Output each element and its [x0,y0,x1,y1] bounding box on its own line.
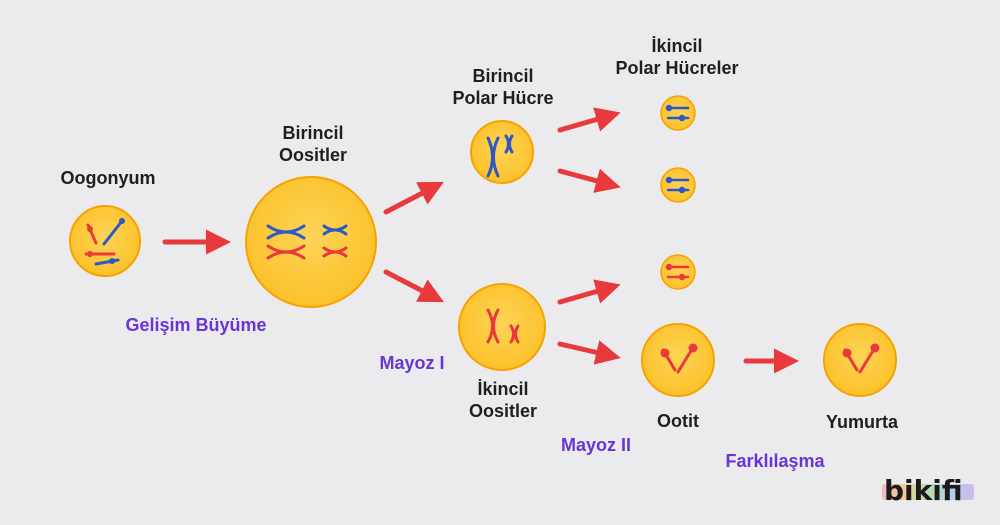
label-ikincil-oositler: İkincil Oositler [469,378,537,422]
label-line: İkincil [477,379,529,399]
brand-logo: bikifi [882,474,982,508]
label-line: Birincil [282,123,344,143]
label-yumurta: Yumurta [825,412,899,432]
label-birincil-oositler: Birincil Oositler [279,122,347,166]
cell-birincil-oositler [245,176,377,308]
stage-gelisim: Gelişim Büyüme [125,315,267,335]
stage-mayoz2: Mayoz II [560,435,632,455]
cell-ikincil-polar-2 [660,167,696,203]
label-line: Polar Hücreler [615,58,739,78]
arrow-polar-to-ikincil-polar-2 [557,168,621,193]
label-birincil-polar: Birincil Polar Hücre [452,65,553,109]
cell-birincil-polar [470,120,534,184]
cell-ikincil-polar-1 [660,95,696,131]
arrow-polar-to-ikincil-polar-1 [557,107,621,133]
label-ootit: Ootit [657,411,699,431]
cell-ootit [641,323,715,397]
cell-ikincil-oositler [458,283,546,371]
arrow-birincil-to-polar [383,181,444,215]
label-line: Oositler [468,401,538,421]
stage-farklilasma: Farklılaşma [725,451,825,471]
cell-ikincil-polar-3 [660,254,696,290]
stage-mayoz1: Mayoz I [379,353,445,373]
arrow-birincil-to-ikincil [383,269,444,303]
arrow-ikincil-to-polar-3 [557,279,621,305]
cell-oogonyum [69,205,141,277]
arrow-ikincil-to-ootit [557,340,621,365]
label-ikincil-polar: İkincil Polar Hücreler [615,35,738,79]
brand-wordmark: bikifi [884,474,963,507]
cell-yumurta [823,323,897,397]
chromosomes [84,218,125,266]
label-line: İkincil [651,36,703,56]
label-line: Birincil [472,66,534,86]
label-oogonyum: Oogonyum [60,168,156,188]
brand-color-bars [882,484,974,500]
label-line: Oositler [278,145,348,165]
label-line: Polar Hücre [452,88,554,108]
